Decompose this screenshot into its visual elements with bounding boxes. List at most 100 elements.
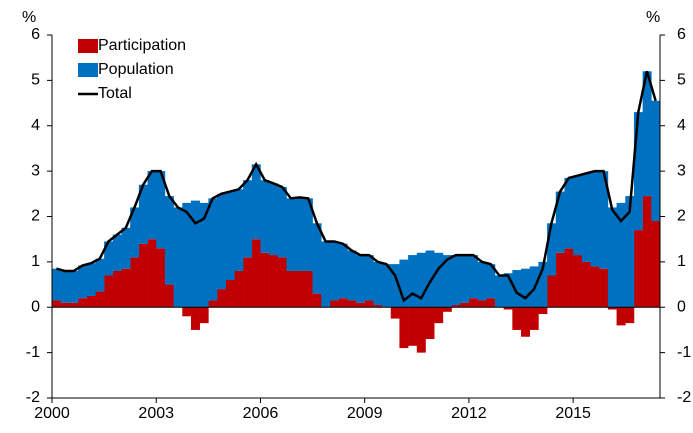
x-tick-label: 2009 — [347, 405, 383, 422]
bar — [555, 252, 565, 308]
bar — [321, 241, 331, 308]
y2-tick-label: 6 — [677, 26, 686, 43]
bar — [555, 191, 565, 253]
bar — [338, 298, 348, 308]
legend-label: Population — [98, 61, 174, 78]
bar — [390, 307, 400, 319]
bar — [295, 270, 305, 308]
bar — [78, 265, 88, 299]
bar — [625, 196, 635, 308]
bar — [225, 280, 235, 308]
bar — [538, 261, 548, 308]
bar — [364, 255, 374, 301]
legend-label: Total — [98, 85, 132, 102]
bar — [529, 307, 539, 330]
bar — [104, 275, 114, 308]
y-axis-label: % — [22, 9, 36, 26]
bar — [503, 273, 513, 308]
bar — [182, 307, 192, 317]
bar — [625, 307, 635, 324]
legend-swatch — [78, 39, 98, 53]
bar — [642, 196, 652, 308]
bar — [599, 171, 609, 269]
bar — [607, 307, 617, 310]
bar — [521, 268, 531, 308]
bar — [338, 243, 348, 299]
bar — [225, 191, 235, 281]
bar — [52, 300, 61, 308]
bar — [286, 198, 296, 271]
bar — [329, 241, 339, 301]
y2-tick-label: -1 — [677, 344, 691, 361]
y-tick-label: 1 — [31, 253, 40, 270]
bar — [373, 304, 383, 308]
bar — [451, 304, 461, 308]
bar — [60, 270, 70, 303]
bar — [190, 307, 200, 330]
bar — [512, 270, 522, 308]
bar — [590, 171, 600, 267]
bar — [104, 241, 114, 276]
bar — [112, 234, 122, 271]
bar — [295, 197, 305, 271]
bar — [451, 255, 461, 305]
bar — [138, 243, 148, 308]
bar — [425, 250, 435, 308]
bar — [312, 293, 322, 308]
y2-axis-label: % — [646, 9, 660, 26]
bar — [251, 239, 261, 308]
bar — [442, 307, 452, 312]
bar — [356, 255, 365, 303]
bar — [329, 300, 339, 308]
bar — [199, 202, 209, 308]
bar — [651, 221, 661, 308]
bar — [599, 268, 609, 308]
bar — [260, 252, 270, 308]
bar — [633, 230, 643, 308]
y-tick-label: 2 — [31, 208, 40, 225]
bar — [234, 270, 244, 308]
y2-tick-label: 1 — [677, 253, 686, 270]
bar — [382, 264, 392, 308]
bar — [547, 275, 557, 308]
y2-tick-label: 5 — [677, 72, 686, 89]
x-tick-label: 2015 — [555, 405, 591, 422]
bar — [303, 198, 313, 271]
bar — [303, 270, 313, 308]
bar — [173, 207, 183, 308]
bar — [130, 207, 140, 258]
bar — [52, 268, 61, 301]
bar — [512, 307, 522, 330]
bar — [78, 298, 88, 308]
bar — [399, 259, 409, 308]
x-tick-label: 2006 — [243, 405, 279, 422]
x-tick-label: 2012 — [451, 405, 487, 422]
bar — [138, 184, 148, 244]
bar — [277, 187, 287, 258]
bar — [486, 298, 496, 308]
bar — [69, 270, 79, 303]
bar — [156, 248, 166, 308]
y2-tick-label: -2 — [677, 389, 691, 406]
bar — [468, 298, 478, 308]
bar — [164, 196, 174, 285]
bar — [503, 307, 513, 310]
bar — [260, 180, 270, 253]
line — [56, 70, 657, 303]
bar — [95, 291, 105, 308]
bar — [147, 171, 157, 240]
x-tick-label: 2003 — [138, 405, 174, 422]
bar — [573, 255, 583, 308]
bar — [416, 252, 426, 308]
bar — [147, 239, 157, 308]
bar — [390, 264, 400, 308]
x-tick-label: 2000 — [34, 405, 70, 422]
bar — [590, 266, 600, 308]
bar — [208, 198, 218, 301]
bar — [460, 255, 470, 303]
legend-swatch — [78, 63, 98, 77]
bar — [616, 307, 626, 326]
bar — [347, 300, 357, 308]
bar — [434, 307, 444, 324]
